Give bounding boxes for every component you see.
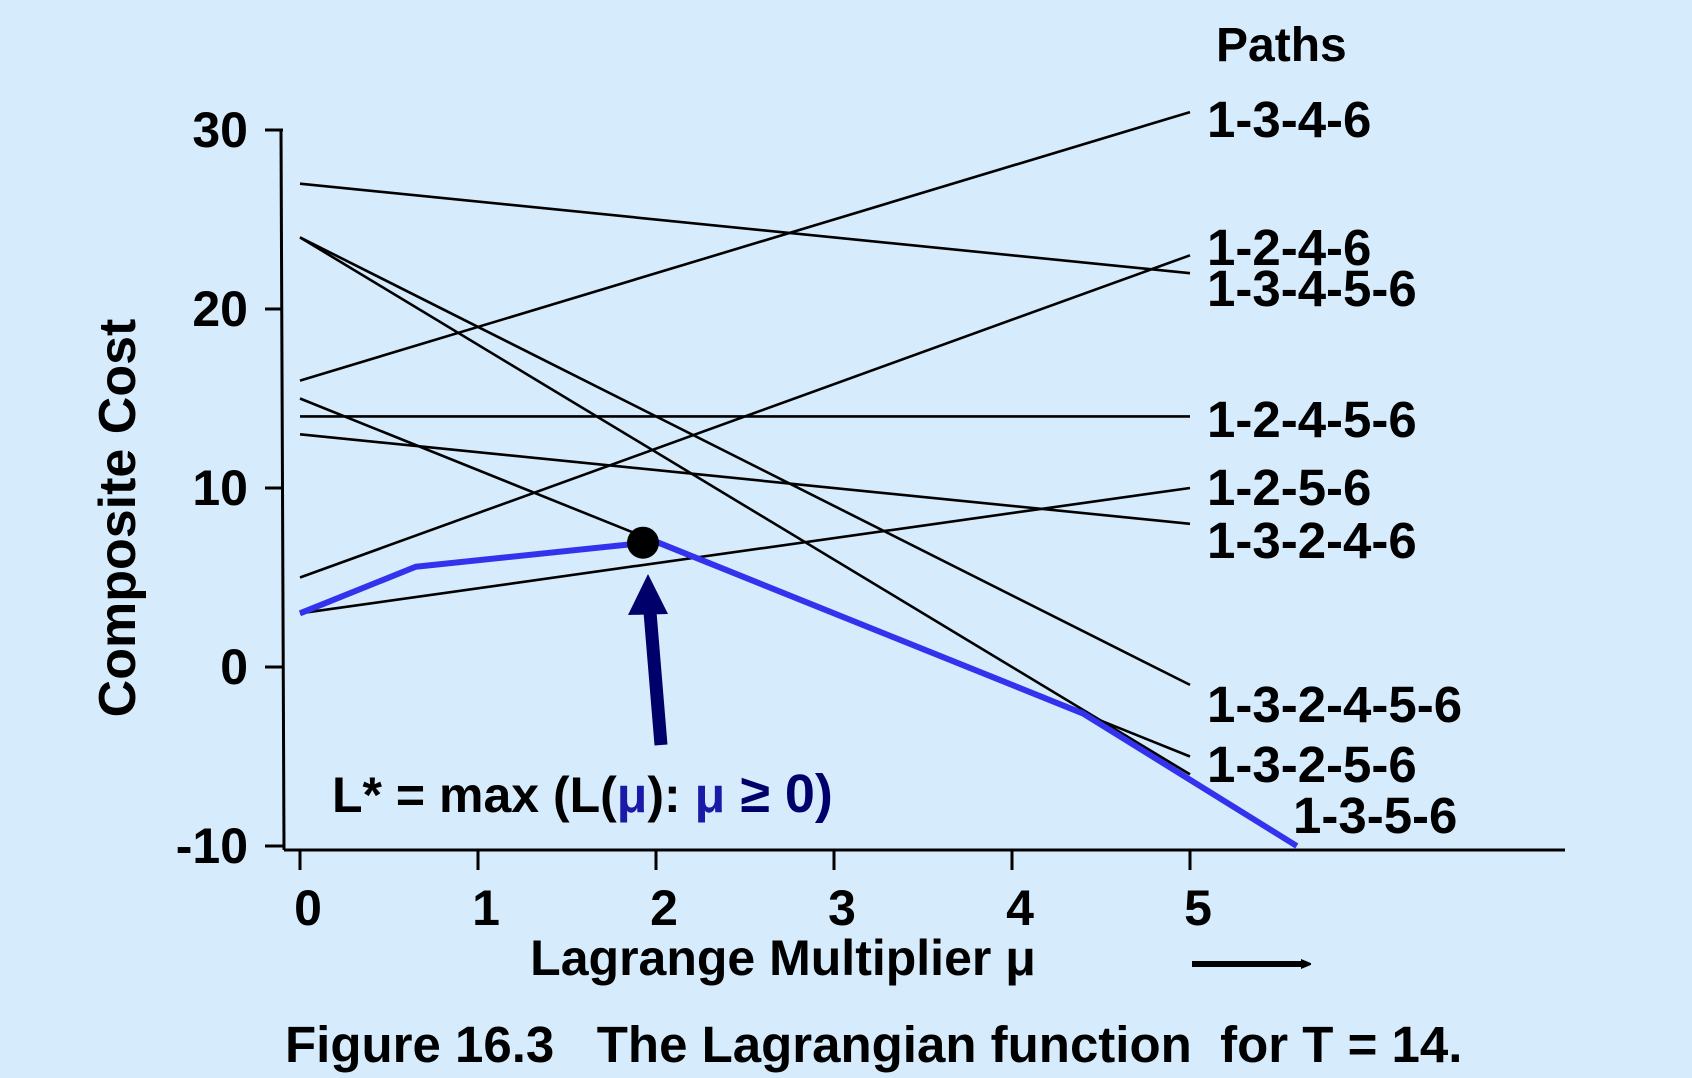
x-tick-label: 0 xyxy=(294,880,322,936)
x-tick-label: 4 xyxy=(1006,880,1034,936)
path-line-1-3-5-6 xyxy=(299,236,1191,776)
x-tick-label: 2 xyxy=(650,880,678,936)
path-label: 1-3-2-5-6 xyxy=(1207,736,1417,793)
optimum-point xyxy=(627,526,659,559)
x-tick-label: 3 xyxy=(828,880,856,936)
x-axis-title: Lagrange Multiplier μ xyxy=(530,930,1036,986)
figure-caption: Figure 16.3 The Lagrangian function for … xyxy=(285,1016,1462,1073)
y-tick-label: -10 xyxy=(176,818,248,874)
optimum-arrow xyxy=(643,611,668,746)
path-label: 1-3-2-4-6 xyxy=(1207,512,1417,569)
legend-title: Paths xyxy=(1216,19,1347,72)
y-tick-label: 0 xyxy=(220,639,248,695)
path-line-1-3-2-4-6 xyxy=(299,433,1191,526)
y-axis-title: Composite Cost xyxy=(89,319,147,718)
path-line-1-3-2-4-5-6 xyxy=(299,236,1191,687)
x-tick-label: 1 xyxy=(472,880,500,936)
path-label: 1-3-4-5-6 xyxy=(1207,260,1417,317)
x-tick-label: 5 xyxy=(1184,880,1212,936)
optimum-annotation: L* = max (L(μ): μ ≥ 0) xyxy=(332,764,833,824)
y-tick-label: 10 xyxy=(192,460,248,516)
y-ticks: 30 20 10 0 -10 xyxy=(176,102,283,874)
path-label: 1-2-4-6 xyxy=(1207,219,1371,276)
path-label: 1-3-5-6 xyxy=(1293,787,1457,844)
path-label: 1-2-5-6 xyxy=(1207,459,1371,516)
path-label: 1-2-4-5-6 xyxy=(1207,391,1417,448)
y-axis xyxy=(279,129,286,851)
path-labels: 1-3-4-61-2-4-61-3-4-5-61-2-4-5-61-2-5-61… xyxy=(1207,91,1462,844)
path-label: 1-3-4-6 xyxy=(1207,91,1371,148)
x-ticks: 0 1 2 3 4 5 xyxy=(294,851,1212,936)
path-lines xyxy=(299,110,1191,776)
optimum-arrowhead xyxy=(628,574,668,615)
path-line-1-3-4-5-6 xyxy=(299,182,1191,275)
path-line-1-3-4-6 xyxy=(299,110,1191,382)
y-tick-label: 20 xyxy=(192,281,248,337)
path-label: 1-3-2-4-5-6 xyxy=(1207,676,1462,733)
y-tick-label: 30 xyxy=(192,102,248,158)
